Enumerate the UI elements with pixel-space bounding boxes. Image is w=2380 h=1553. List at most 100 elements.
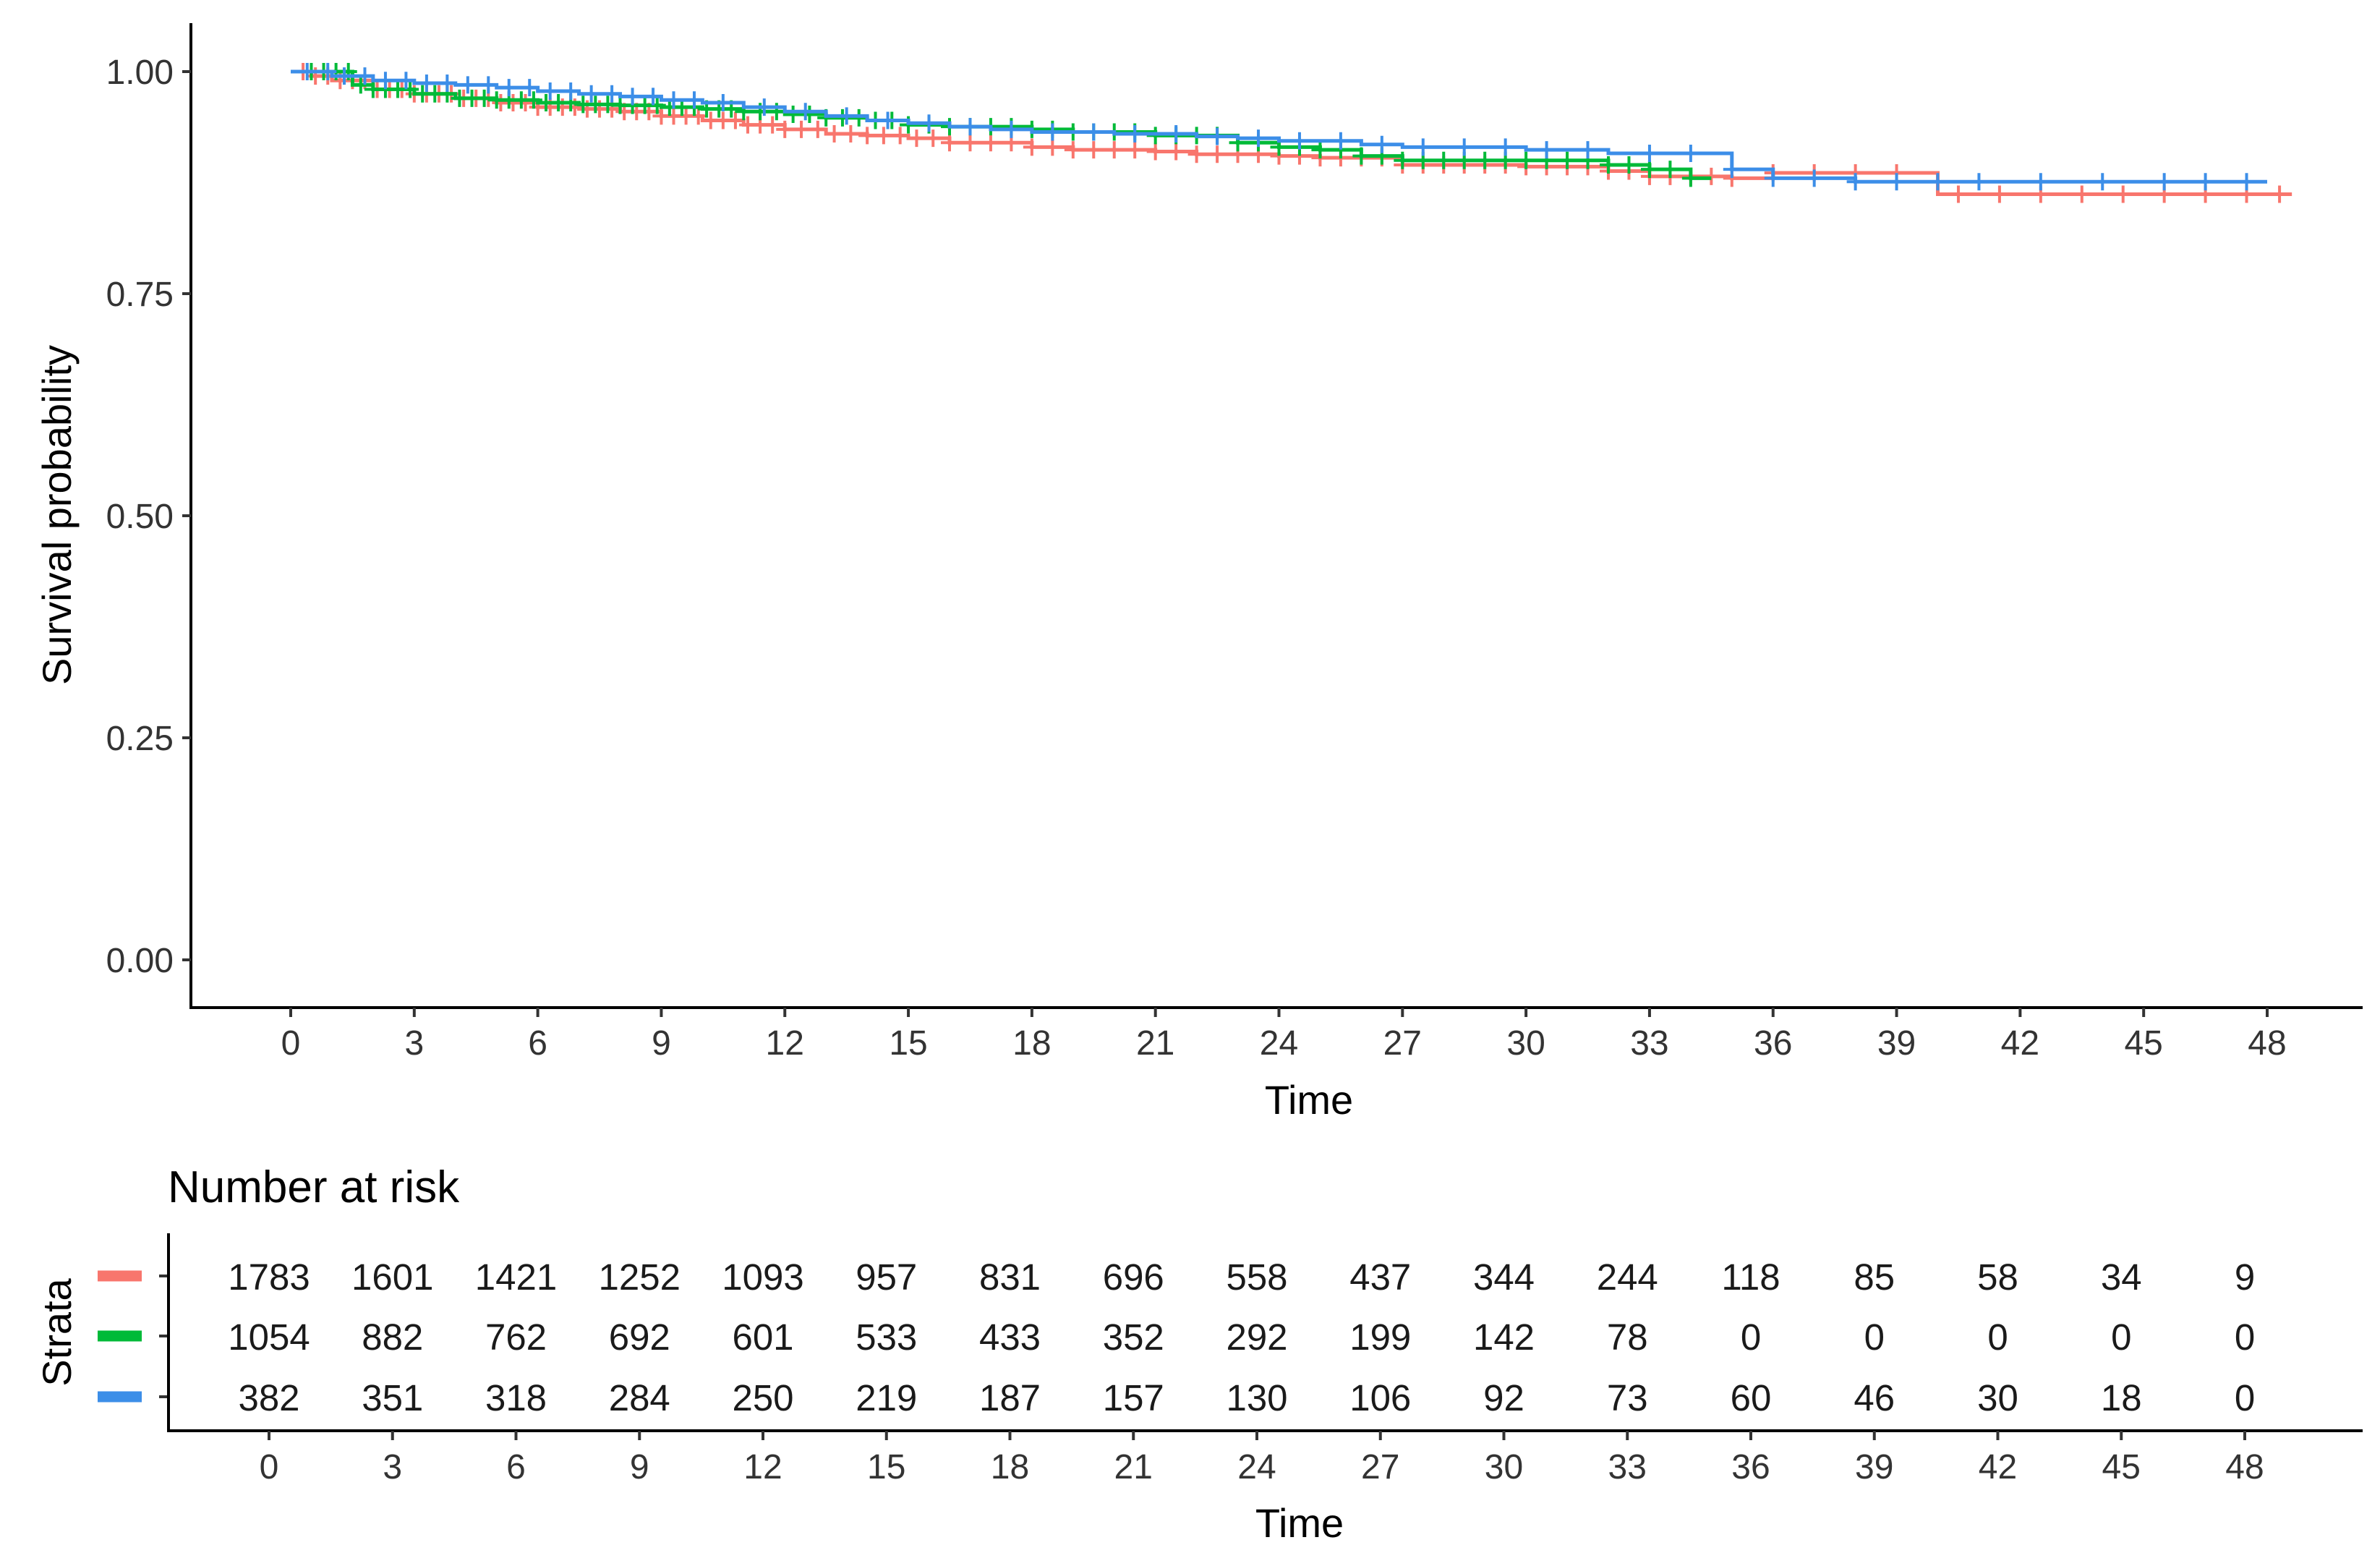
risk-value: 130 [1226,1377,1287,1418]
x-axis-ticks: 0 3 6 9 12 15 18 21 24 27 30 33 36 39 42 45 48 [281,1008,2287,1063]
x-tick-label: 21 [1136,1024,1174,1063]
censor-mark [336,67,354,85]
risk-value: 1421 [475,1256,557,1298]
censor-mark [623,88,641,106]
censor-mark [479,76,498,94]
censor-mark [1105,141,1123,159]
risk-value: 85 [1854,1256,1895,1298]
censor-mark [2271,185,2289,203]
x-tick-label: 3 [404,1024,424,1063]
censor-mark [438,74,456,92]
x-tick-label: 45 [2124,1024,2162,1063]
x-tick-label: 39 [1877,1024,1916,1063]
censor-mark [1064,141,1082,159]
censor-mark [475,89,493,107]
censor-mark [874,127,892,145]
censor-mark [1331,132,1349,150]
x-axis-title: Time [1265,1077,1353,1123]
risk-value: 351 [362,1377,423,1418]
censor-mark [1476,151,1494,169]
censor-mark [837,107,856,125]
survival-plot-panel: 0.000.250.500.751.00 0 3 6 9 12 15 18 21 24 27 30 3… [34,23,2363,1123]
censor-mark [1640,144,1658,162]
risk-value: 142 [1473,1316,1535,1358]
censor-mark [1929,173,1947,191]
censor-mark [1537,141,1556,159]
censor-mark [2155,173,2173,191]
risk-table-panel: Number at risk 1783 1601 1421 1252 1093 957 83… [34,1162,2363,1546]
censor-mark [417,74,435,92]
risk-value: 219 [856,1377,917,1418]
censor-mark [1723,161,1741,179]
risk-x-tick-label: 45 [2102,1448,2141,1486]
risk-x-tick-label: 36 [1731,1448,1770,1486]
risk-value: 601 [732,1316,793,1358]
censor-mark [644,88,662,106]
censor-mark [351,76,370,94]
y-tick-label: 0.50 [106,498,174,536]
censor-mark [784,105,802,123]
censor-mark [1394,151,1412,169]
censor-mark [941,134,958,152]
censor-mark [1579,141,1597,159]
risk-value: 34 [2101,1256,2142,1298]
censor-mark [801,105,819,123]
censor-mark [2073,185,2091,203]
x-tick-label: 15 [889,1024,927,1063]
risk-value: 882 [362,1316,423,1358]
risk-value: 284 [609,1377,670,1418]
censor-mark [376,72,394,90]
x-tick-label: 6 [528,1024,547,1063]
risk-value: 318 [485,1377,547,1418]
censor-mark [920,114,938,132]
x-tick-label: 0 [281,1024,301,1063]
censor-mark [1085,141,1103,159]
censor-mark [755,98,773,116]
censor-mark [2031,173,2050,191]
risk-value: 73 [1607,1377,1648,1418]
censor-mark [562,82,580,101]
censor-mark [726,111,744,129]
censor-mark [582,85,600,103]
censor-mark [516,93,534,111]
risk-table-title: Number at risk [168,1162,460,1212]
risk-x-tick-label: 27 [1361,1448,1399,1486]
censor-mark [825,124,843,142]
censor-mark [793,120,811,138]
risk-value: 344 [1473,1256,1535,1298]
x-tick-label: 24 [1260,1024,1298,1063]
risk-value: 106 [1349,1377,1411,1418]
censor-mark [1167,124,1185,142]
censor-mark [397,72,415,90]
survival-series-stratum-2 [291,63,1712,187]
censor-mark [1126,124,1144,142]
censor-mark [879,111,897,129]
censor-mark [1044,123,1062,141]
censor-mark [1290,132,1308,150]
censor-mark [1414,138,1432,156]
survival-series-stratum-3 [291,63,2267,191]
censor-mark [1517,151,1535,169]
censor-mark [1558,151,1577,169]
risk-value: 0 [2235,1316,2255,1358]
risk-value: 433 [979,1316,1041,1358]
risk-value: 187 [979,1377,1041,1418]
risk-value: 292 [1226,1316,1287,1358]
risk-value: 18 [2101,1377,2142,1418]
risk-x-tick-label: 18 [991,1448,1029,1486]
risk-value: 0 [1987,1316,2008,1358]
censor-mark [685,91,703,109]
survival-curves [291,63,2292,203]
risk-value: 157 [1103,1377,1164,1418]
censor-mark [1023,138,1041,156]
risk-x-tick-label: 15 [867,1448,905,1486]
censor-mark [298,63,316,80]
survival-curve-line [291,69,2267,184]
censor-mark [1846,173,1864,191]
censor-mark [319,63,337,80]
censor-mark [356,67,374,85]
risk-row-stratum-2: 1054 882 762 692 601 533 433 352 292 199 142 78 0 0 0 0… [228,1316,2255,1358]
censor-mark [981,134,999,152]
risk-value: 1252 [599,1256,681,1298]
